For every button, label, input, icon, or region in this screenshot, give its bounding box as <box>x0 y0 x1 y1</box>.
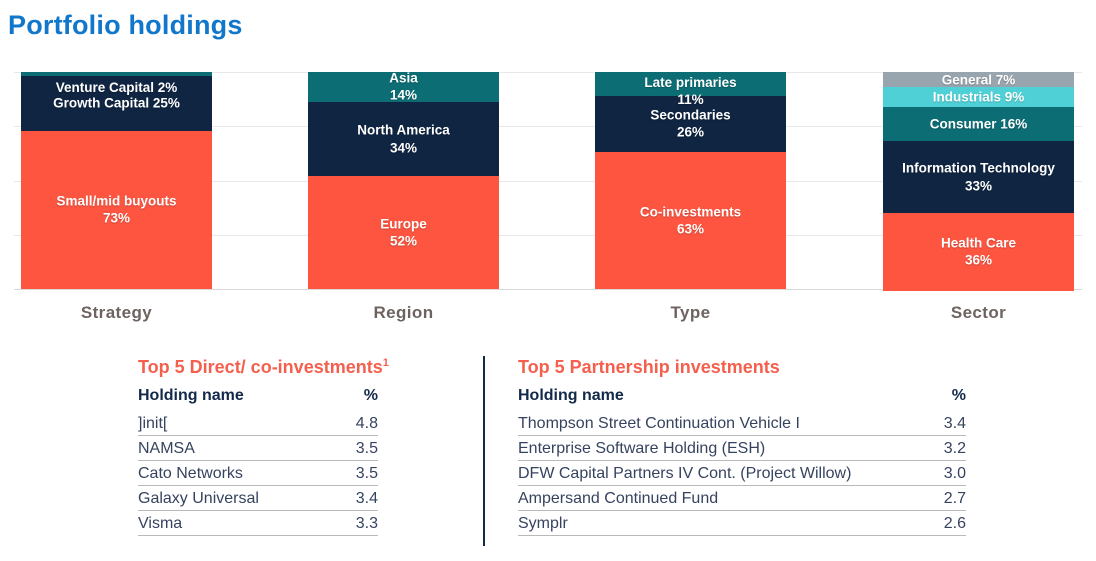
column-header-holding-name: Holding name <box>138 387 244 404</box>
footnote-superscript: 1 <box>382 357 389 369</box>
table-row: ]init[ 4.8 <box>138 411 378 436</box>
bar: Asia 14% North America 34% Europe 52% <box>308 71 499 289</box>
gridline <box>14 180 1082 182</box>
stacked-bar-strategy: Venture Capital 2% Growth Capital 25% Smal… <box>21 72 212 322</box>
bar-segment-information-technology <box>883 141 1074 214</box>
table-row: Thompson Street Continuation Vehicle I 3.… <box>518 411 966 436</box>
table-body-partnership: Thompson Street Continuation Vehicle I 3.… <box>518 411 966 536</box>
axis-label-region: Region <box>373 303 434 322</box>
axis-label-type: Type <box>670 303 711 322</box>
table-body-direct: ]init[ 4.8 NAMSA 3.5 Cato Networks 3.5 Galaxy … <box>138 411 378 536</box>
bar-segment-industrials <box>883 87 1074 107</box>
page-title: Portfolio holdings <box>8 10 243 40</box>
holding-name: Galaxy Universal <box>138 490 259 507</box>
bar-segment-health-care <box>883 213 1074 292</box>
gridline <box>14 289 1082 290</box>
holding-name: DFW Capital Partners IV Cont. (Project W… <box>518 465 852 482</box>
holding-percent: 3.5 <box>355 440 378 457</box>
gridline <box>14 72 1082 73</box>
stacked-bar-type: Late primaries 11% Secondaries 26% Co-invest… <box>595 72 786 322</box>
stacked-bar-region: Asia 14% North America 34% Europe 52% Region <box>308 71 499 322</box>
table-row: Cato Networks 3.5 <box>138 461 378 486</box>
gridline <box>14 234 1082 236</box>
holding-percent: 2.6 <box>943 515 966 532</box>
table-title-direct: Top 5 Direct/ co-investments1 <box>138 353 389 378</box>
plot-area: Venture Capital 2% Growth Capital 25% Smal… <box>14 71 1082 322</box>
bar-segment-general <box>883 72 1074 88</box>
bar-segment-north-america <box>308 102 499 177</box>
bar-segment-small-mid-buyouts <box>21 130 212 289</box>
column-header-holding-name: Holding name <box>518 387 624 404</box>
holding-percent: 3.2 <box>943 440 966 457</box>
table-header-partnership: Holding name % <box>518 383 966 411</box>
holding-percent: 3.0 <box>943 465 966 482</box>
holding-percent: 3.4 <box>943 415 966 432</box>
table-partnership-investments: Top 5 Partnership investments Holding na… <box>518 353 966 536</box>
table-row: Symplr 2.6 <box>518 511 966 536</box>
table-direct-coinvestments: Top 5 Direct/ co-investments1 Holding na… <box>138 353 389 536</box>
holding-name: NAMSA <box>138 440 195 457</box>
bar-segment-asia <box>308 72 499 103</box>
bar-segment-secondaries <box>595 95 786 153</box>
holding-name: Thompson Street Continuation Vehicle I <box>518 415 800 432</box>
bar-segment-growth-capital <box>21 76 212 131</box>
bar-segment-consumer <box>883 106 1074 142</box>
holding-name: Enterprise Software Holding (ESH) <box>518 440 766 457</box>
holding-percent: 3.3 <box>355 515 378 532</box>
holding-percent: 3.4 <box>355 490 378 507</box>
axis-label-sector: Sector <box>950 303 1007 322</box>
bar: General 7% Industrials 9% Consumer 16% Info… <box>883 72 1074 292</box>
gridline <box>14 126 1082 128</box>
axis-label-strategy: Strategy <box>80 303 153 322</box>
holding-name: Visma <box>138 515 183 532</box>
holding-name: Ampersand Continued Fund <box>518 490 719 507</box>
bar-segment-europe <box>308 176 499 289</box>
holding-percent: 2.7 <box>943 490 966 507</box>
table-row: Ampersand Continued Fund 2.7 <box>518 486 966 511</box>
table-title-partnership-text: Top 5 Partnership investments <box>518 357 780 377</box>
table-row: Galaxy Universal 3.4 <box>138 486 378 511</box>
bar-segment-late-primaries <box>595 72 786 96</box>
bar: Venture Capital 2% Growth Capital 25% Smal… <box>21 72 212 289</box>
stacked-bar-sector: General 7% Industrials 9% Consumer 16% Info… <box>883 72 1074 322</box>
bar-segment-co-investments <box>595 152 786 289</box>
table-header-direct: Holding name % <box>138 383 378 411</box>
table-row: Enterprise Software Holding (ESH) 3.2 <box>518 436 966 461</box>
table-title-partnership: Top 5 Partnership investments <box>518 353 966 378</box>
column-header-percent: % <box>363 387 378 404</box>
table-row: DFW Capital Partners IV Cont. (Project W… <box>518 461 966 486</box>
holding-name: ]init[ <box>138 415 168 432</box>
holding-percent: 3.5 <box>355 465 378 482</box>
bar: Late primaries 11% Secondaries 26% Co-invest… <box>595 72 786 289</box>
vertical-divider <box>483 356 485 546</box>
table-row: Visma 3.3 <box>138 511 378 536</box>
holding-name: Symplr <box>518 515 568 532</box>
holding-name: Cato Networks <box>138 465 243 482</box>
holding-percent: 4.8 <box>355 415 378 432</box>
bar-segment-venture-capital <box>21 72 212 77</box>
column-header-percent: % <box>951 387 966 404</box>
table-title-direct-text: Top 5 Direct/ co-investments <box>138 357 383 377</box>
table-row: NAMSA 3.5 <box>138 436 378 461</box>
